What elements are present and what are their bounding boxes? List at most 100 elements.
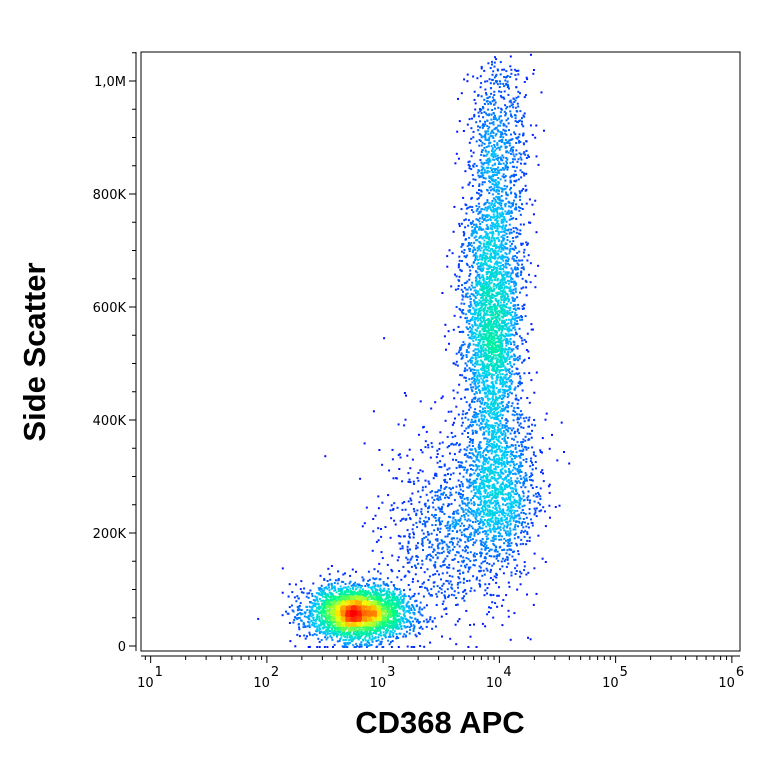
event-point (483, 437, 486, 440)
event-point (512, 519, 515, 522)
event-point (420, 566, 423, 569)
event-point (517, 275, 520, 278)
event-point (408, 609, 411, 612)
event-point (533, 419, 536, 421)
event-point (292, 621, 295, 624)
event-point (328, 573, 331, 576)
event-point (530, 53, 532, 56)
event-point (423, 503, 426, 506)
event-point (446, 435, 449, 438)
event-point (505, 133, 508, 136)
event-point (488, 501, 491, 504)
event-point (412, 620, 414, 623)
event-point (507, 93, 510, 96)
event-point (480, 112, 483, 114)
event-point (504, 229, 507, 232)
event-point (314, 603, 317, 606)
event-point (478, 424, 481, 427)
event-point (504, 435, 507, 437)
event-point (492, 152, 495, 155)
event-point (437, 590, 440, 593)
event-point (505, 340, 508, 343)
event-point (519, 141, 522, 143)
event-point (478, 441, 481, 444)
event-point (418, 606, 421, 609)
event-point (509, 301, 512, 304)
event-point (510, 231, 513, 234)
event-point (396, 635, 398, 638)
event-point (506, 168, 509, 171)
event-point (410, 499, 413, 502)
event-point (412, 624, 415, 627)
event-point (447, 551, 450, 553)
event-point (473, 472, 476, 475)
event-point (466, 412, 469, 415)
event-point (507, 333, 510, 336)
event-point (443, 479, 446, 482)
event-point (513, 131, 516, 134)
event-point (434, 573, 437, 576)
event-point (468, 484, 471, 487)
event-point (523, 248, 526, 251)
event-point (518, 250, 521, 253)
event-point (495, 555, 498, 558)
event-point (330, 565, 333, 567)
event-point (389, 635, 392, 638)
event-point (497, 163, 500, 165)
event-point (486, 119, 489, 122)
event-point (432, 573, 435, 576)
event-point (427, 510, 429, 513)
event-point (515, 218, 518, 220)
event-point (477, 504, 480, 507)
event-point (479, 539, 482, 542)
event-point (498, 534, 501, 537)
event-point (479, 126, 481, 129)
event-point (498, 247, 501, 250)
event-point (459, 529, 462, 532)
event-point (467, 309, 470, 312)
event-point (491, 147, 494, 150)
event-point (440, 486, 443, 489)
event-point (446, 505, 449, 508)
event-point (382, 581, 385, 583)
event-point (506, 239, 509, 242)
event-point (465, 512, 468, 515)
event-point (370, 588, 373, 591)
event-point (456, 620, 459, 623)
event-point (490, 178, 493, 181)
event-point (500, 90, 503, 93)
event-point (379, 587, 382, 590)
event-point (535, 231, 538, 234)
event-point (469, 566, 472, 569)
event-point (408, 478, 411, 481)
event-point (455, 459, 458, 462)
event-point (476, 455, 479, 458)
event-point (330, 587, 333, 590)
event-point (483, 530, 486, 533)
event-point (451, 252, 454, 255)
event-point (392, 632, 395, 634)
event-point (527, 154, 530, 157)
event-point (444, 323, 447, 326)
event-point (315, 633, 318, 636)
event-point (501, 211, 504, 214)
event-point (489, 189, 492, 192)
event-point (466, 502, 469, 505)
event-point (326, 632, 329, 635)
event-point (498, 256, 501, 259)
event-point (449, 488, 452, 491)
event-point (510, 322, 513, 325)
event-point (464, 502, 467, 505)
event-point (478, 565, 481, 568)
event-point (476, 274, 479, 277)
event-point (297, 597, 300, 600)
event-point (509, 548, 512, 551)
event-point (474, 486, 477, 489)
event-point (506, 445, 509, 448)
event-point (345, 646, 348, 648)
event-point (327, 567, 330, 570)
event-point (519, 416, 522, 419)
event-point (449, 549, 452, 552)
event-point (525, 460, 528, 463)
